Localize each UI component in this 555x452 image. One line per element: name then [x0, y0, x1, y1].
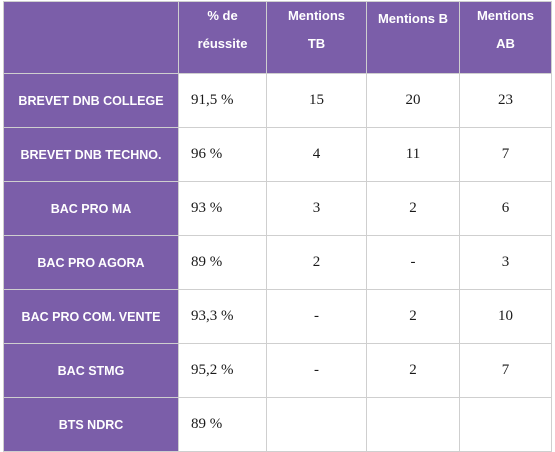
row-success-rate: 89 % — [178, 397, 267, 452]
row-mentions-tb: 2 — [266, 235, 367, 290]
row-mentions-ab: 10 — [459, 289, 552, 344]
row-diploma-label: BREVET DNB COLLEGE — [3, 73, 179, 128]
row-diploma-label: BAC PRO MA — [3, 181, 179, 236]
table-row: BAC PRO AGORA 89 % 2 - 3 — [3, 235, 552, 290]
table-row: BREVET DNB COLLEGE 91,5 % 15 20 23 — [3, 73, 552, 128]
header-mentions-tb-line2: TB — [307, 36, 326, 51]
table-row: BAC PRO MA 93 % 3 2 6 — [3, 181, 552, 236]
row-diploma-label: BAC PRO AGORA — [3, 235, 179, 290]
row-mentions-tb — [266, 397, 367, 452]
row-mentions-tb: 15 — [266, 73, 367, 128]
row-diploma-label: BREVET DNB TECHNO. — [3, 127, 179, 182]
row-diploma-label: BAC PRO COM. VENTE — [3, 289, 179, 344]
row-mentions-tb: 3 — [266, 181, 367, 236]
header-corner-cell — [3, 1, 179, 74]
row-mentions-b: 11 — [366, 127, 460, 182]
header-row: % de réussite Mentions TB Mentions B Men… — [3, 1, 552, 74]
row-success-rate: 91,5 % — [178, 73, 267, 128]
header-mentions-tb-line1: Mentions — [287, 8, 346, 23]
row-mentions-ab: 3 — [459, 235, 552, 290]
row-diploma-label: BTS NDRC — [3, 397, 179, 452]
row-diploma-label: BAC STMG — [3, 343, 179, 398]
header-mentions-b-label: Mentions B — [377, 11, 449, 26]
row-mentions-ab: 6 — [459, 181, 552, 236]
header-mentions-ab: Mentions AB — [459, 1, 552, 74]
row-mentions-b: 20 — [366, 73, 460, 128]
table-row: BAC STMG 95,2 % - 2 7 — [3, 343, 552, 398]
row-mentions-ab: 7 — [459, 127, 552, 182]
row-mentions-ab: 23 — [459, 73, 552, 128]
row-mentions-tb: - — [266, 289, 367, 344]
row-mentions-tb: 4 — [266, 127, 367, 182]
header-mentions-ab-line2: AB — [496, 36, 515, 51]
table-row: BTS NDRC 89 % — [3, 397, 552, 452]
row-success-rate: 89 % — [178, 235, 267, 290]
table-row: BAC PRO COM. VENTE 93,3 % - 2 10 — [3, 289, 552, 344]
row-mentions-ab — [459, 397, 552, 452]
header-success-rate: % de réussite — [178, 1, 267, 74]
header-mentions-ab-line1: Mentions — [476, 8, 535, 23]
row-mentions-ab: 7 — [459, 343, 552, 398]
row-success-rate: 95,2 % — [178, 343, 267, 398]
row-success-rate: 93 % — [178, 181, 267, 236]
row-mentions-b: 2 — [366, 343, 460, 398]
row-success-rate: 93,3 % — [178, 289, 267, 344]
row-mentions-b: - — [366, 235, 460, 290]
table-row: BREVET DNB TECHNO. 96 % 4 11 7 — [3, 127, 552, 182]
row-mentions-tb: - — [266, 343, 367, 398]
row-mentions-b: 2 — [366, 289, 460, 344]
header-success-rate-line1: % de — [207, 8, 238, 23]
row-mentions-b — [366, 397, 460, 452]
header-success-rate-line2: réussite — [197, 36, 248, 51]
header-mentions-tb: Mentions TB — [266, 1, 367, 74]
header-mentions-b: Mentions B — [366, 1, 460, 74]
results-table: % de réussite Mentions TB Mentions B Men… — [3, 1, 552, 452]
row-success-rate: 96 % — [178, 127, 267, 182]
row-mentions-b: 2 — [366, 181, 460, 236]
